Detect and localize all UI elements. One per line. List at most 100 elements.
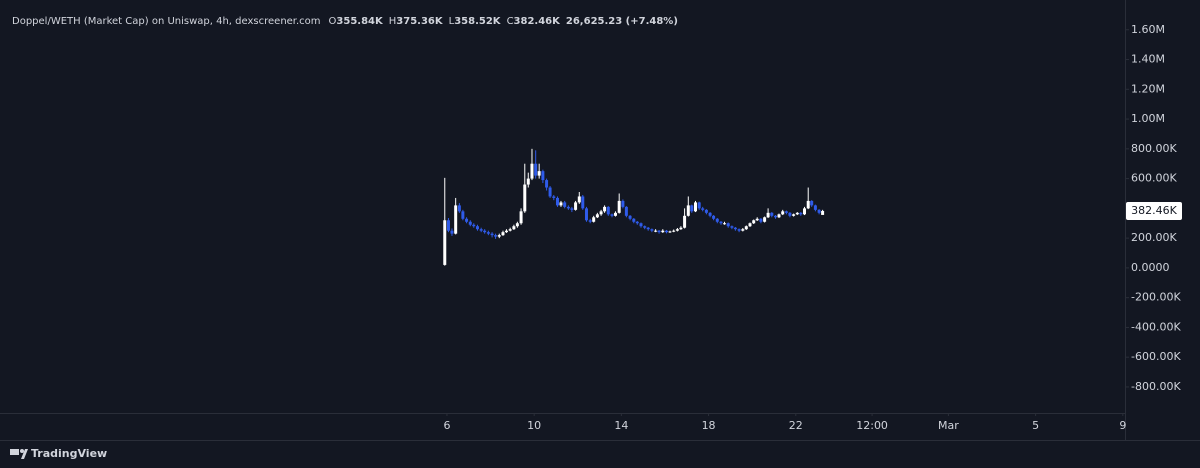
candle-body [490,233,494,236]
candle-body [526,178,530,185]
ohlc-key: L [449,16,455,27]
candle-body [541,171,545,181]
candle-body [468,221,472,225]
candle-body [770,212,774,216]
candle-body [683,215,687,228]
y-tick-label: 1.20M [1131,82,1165,95]
candle-body [523,184,527,212]
x-tick-label: 5 [1032,419,1039,432]
y-tick-label: 200.00K [1131,231,1177,244]
x-tick-label: 14 [614,419,628,432]
candle-body [759,218,763,222]
candle-body [570,208,574,210]
candle-body [606,206,610,215]
candle-body [454,205,458,234]
candle-body [588,220,592,222]
candle-body [566,206,570,209]
candle-body [559,202,563,206]
candle-body [737,229,741,231]
candle-body [701,208,705,210]
candle-body [672,230,676,232]
y-tick-label: -800.00K [1131,380,1181,393]
candle-body [479,229,483,231]
candle-body [722,223,726,225]
candle-body [646,227,650,230]
ohlc-value: 355.84K [336,16,384,27]
candle-body [657,230,661,233]
header: Doppel/WETH (Market Cap) on Uniswap, 4h,… [12,16,678,27]
ohlc-value: 382.46K [514,16,562,27]
candle-body [450,230,454,234]
y-tick-label: 1.60M [1131,23,1165,36]
candle-body [643,226,647,228]
candle-body [537,171,541,176]
candle-body [650,229,654,231]
candle-body [788,212,792,216]
candle-body [679,227,683,230]
candle-body [675,229,679,231]
x-tick-label: 9 [1119,419,1126,432]
candle-body [628,215,632,219]
candle-body [719,221,723,224]
candle-body [501,232,505,236]
candle-body [686,205,690,216]
y-tick-label: -200.00K [1131,291,1181,304]
candle-body [817,209,821,213]
candle-body [781,211,785,215]
ohlc-value: 358.52K [454,16,502,27]
change: 26,625.23 (+7.48%) [566,16,678,27]
last-price-label: 382.46K [1131,204,1177,217]
candle-body [708,212,712,216]
candle-body [726,223,730,227]
y-tick-label: -400.00K [1131,320,1181,333]
candle-body [613,212,617,216]
candle-body [534,163,538,176]
candle-body [595,214,599,218]
ohlc-key: O [329,16,337,27]
candle-body [661,230,665,233]
candle-body [715,218,719,222]
candle-body [599,211,603,215]
candle-body [813,205,817,210]
candle-body [795,212,799,215]
ohlc-value: 375.36K [396,16,444,27]
candle-body [508,229,512,231]
candle-body [555,197,559,206]
candle-body [497,235,501,237]
candle-body [483,230,487,233]
candle-body [744,226,748,230]
ohlc-key: C [507,16,514,27]
candle-body [806,200,810,209]
candle-body [712,215,716,219]
candle-body [581,196,585,209]
candle-body [465,218,469,222]
candle-body [741,229,745,231]
candle-body [610,214,614,216]
x-tick-label: 10 [527,419,541,432]
candle-body [592,217,596,222]
candle-body [752,220,756,224]
candle-body [617,200,621,213]
candle-body [730,226,734,228]
candle-body [668,231,672,233]
candle-body [494,235,498,237]
x-tick-label: 22 [789,419,803,432]
candle-body [443,220,447,265]
candle-body [548,187,552,197]
candle-body [632,218,636,222]
y-tick-label: -600.00K [1131,350,1181,363]
candle-body [697,202,701,209]
candle-body [504,230,508,233]
candle-body [563,202,567,207]
y-tick-label: 0.0000 [1131,261,1170,274]
candle-body [515,223,519,227]
candle-body [461,211,465,219]
candle-body [530,163,534,179]
candle-body [574,202,578,210]
candle-body [512,226,516,230]
brand: TradingView [31,447,107,460]
y-tick-label: 1.00M [1131,112,1165,125]
